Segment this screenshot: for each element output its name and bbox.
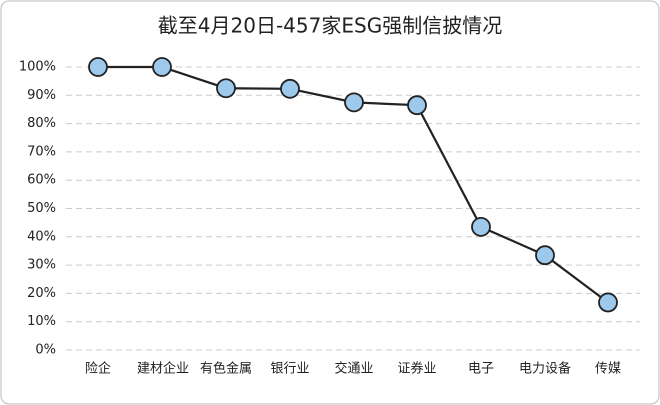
- y-tick-label: 90%: [27, 88, 56, 103]
- x-tick-label: 证券业: [397, 361, 436, 377]
- x-tick-label: 有色金属: [200, 361, 252, 377]
- x-tick-label: 传媒: [595, 362, 621, 377]
- x-tick-label: 交通业: [334, 361, 373, 377]
- x-tick-label: 建材: [137, 362, 163, 377]
- y-tick-label: 10%: [27, 314, 56, 329]
- y-tick-label: 30%: [27, 258, 56, 273]
- marker: [407, 95, 427, 116]
- y-tick-label: 20%: [27, 286, 56, 301]
- y-tick-label: 0%: [35, 343, 56, 358]
- x-tick-label: 电子: [468, 362, 494, 377]
- marker: [88, 57, 108, 77]
- y-tick-label: 50%: [27, 201, 56, 216]
- marker: [471, 216, 491, 237]
- y-tick-label: 80%: [27, 116, 56, 131]
- marker: [280, 78, 300, 99]
- chart-title: 截至4月20日-457家ESG强制信披情况: [158, 14, 502, 38]
- y-tick-label: 60%: [27, 173, 56, 188]
- x-tick-label: 险企: [85, 361, 111, 377]
- x-tick-label: 银行业: [270, 362, 309, 377]
- marker: [152, 57, 172, 77]
- marker: [535, 245, 555, 266]
- marker: [344, 92, 364, 113]
- x-tick-label: 企业: [163, 361, 189, 377]
- y-tick-label: 100%: [19, 60, 56, 75]
- marker: [598, 292, 618, 313]
- x-tick-label: 电力设备: [519, 361, 571, 377]
- y-tick-label: 70%: [27, 144, 56, 159]
- y-tick-label: 40%: [27, 229, 56, 244]
- marker: [216, 78, 236, 99]
